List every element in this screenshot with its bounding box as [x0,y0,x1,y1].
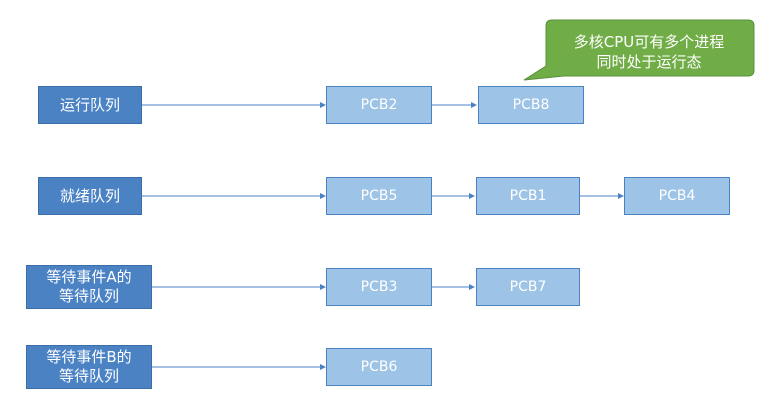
queue-wait-event-a: 等待事件A的 等待队列 [26,265,152,309]
multicore-callout: 多核CPU可有多个进程 同时处于运行态 [516,18,756,84]
queue-run: 运行队列 [38,86,142,124]
pcb-box: PCB1 [476,177,580,215]
queue-ready: 就绪队列 [38,177,142,215]
pcb-box: PCB5 [326,177,432,215]
pcb-box: PCB7 [476,268,580,306]
pcb-box: PCB3 [326,268,432,306]
pcb-box: PCB4 [624,177,730,215]
pcb-box: PCB8 [478,86,584,124]
queue-wait-event-b: 等待事件B的 等待队列 [26,345,152,389]
pcb-box: PCB2 [326,86,432,124]
callout-bubble-shape [523,19,755,81]
callout-text: 多核CPU可有多个进程 同时处于运行态 [573,33,725,71]
pcb-box: PCB6 [326,348,432,386]
